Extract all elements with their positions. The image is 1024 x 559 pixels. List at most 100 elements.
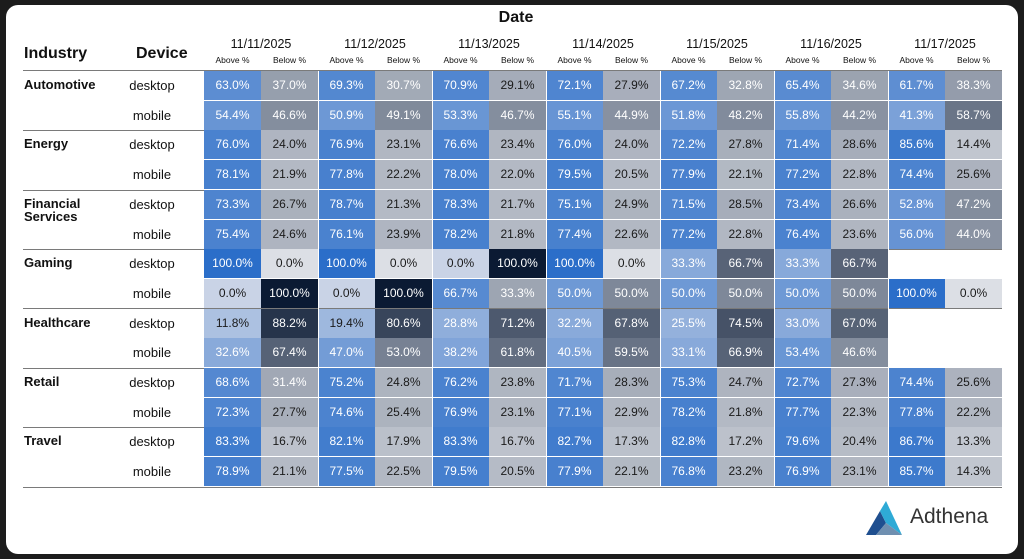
above-pct-cell: 75.3%: [660, 368, 717, 397]
above-pct-cell: 50.0%: [546, 278, 603, 308]
below-pct-cell: 21.3%: [375, 189, 432, 219]
device-label: mobile: [132, 404, 172, 420]
above-pct-cell: 72.2%: [660, 130, 717, 160]
below-pct-cell: 67.4%: [261, 338, 318, 368]
below-pct-cell: 22.8%: [717, 219, 774, 249]
below-pct-cell: 17.3%: [603, 427, 660, 457]
below-pct-cell: 49.1%: [375, 100, 432, 130]
below-pct-cell: 25.6%: [945, 368, 1002, 397]
header-divider: [23, 70, 1002, 71]
below-pct-cell: 24.7%: [717, 368, 774, 397]
above-pct-cell: 74.6%: [318, 397, 375, 427]
below-pct-cell: 27.9%: [603, 71, 660, 100]
above-pct-cell: 28.8%: [432, 308, 489, 338]
below-pct-cell: 66.9%: [717, 338, 774, 368]
below-pct-cell: 27.7%: [261, 397, 318, 427]
below-pct-cell: 50.0%: [831, 278, 888, 308]
below-pct-cell: 25.4%: [375, 397, 432, 427]
below-pct-cell: 22.5%: [375, 457, 432, 487]
above-pct-cell: 38.2%: [432, 338, 489, 368]
above-pct-cell: 75.4%: [204, 219, 261, 249]
below-pct-cell: 22.2%: [945, 397, 1002, 427]
above-pct-cell: 41.3%: [888, 100, 945, 130]
above-pct-cell: 33.1%: [660, 338, 717, 368]
below-pct-cell: 24.9%: [603, 189, 660, 219]
below-pct-cell: 23.2%: [717, 457, 774, 487]
below-pct-cell: 17.9%: [375, 427, 432, 457]
above-pct-cell: 74.4%: [888, 160, 945, 190]
above-pct-cell: 77.2%: [774, 160, 831, 190]
below-pct-cell: 46.6%: [831, 338, 888, 368]
above-pct-cell: 83.3%: [432, 427, 489, 457]
above-pct-cell: 70.9%: [432, 71, 489, 100]
below-pct-cell: 20.5%: [603, 160, 660, 190]
below-pct-cell: 22.3%: [831, 397, 888, 427]
below-pct-cell: 53.0%: [375, 338, 432, 368]
date-group-separator: [318, 71, 319, 487]
below-pct-label: Below %: [728, 55, 763, 65]
below-pct-cell: 88.2%: [261, 308, 318, 338]
below-pct-cell: 71.2%: [489, 308, 546, 338]
above-pct-cell: 77.8%: [888, 397, 945, 427]
above-pct-cell: 50.0%: [774, 278, 831, 308]
below-pct-cell: 23.9%: [375, 219, 432, 249]
below-pct-cell: 21.1%: [261, 457, 318, 487]
row-group-divider: [23, 486, 1002, 488]
date-group-separator: [546, 71, 547, 487]
device-label: desktop: [129, 78, 175, 93]
chart-card: Date Industry Device 11/11/2025 Above % Be…: [6, 5, 1018, 554]
device-label: desktop: [129, 137, 175, 153]
below-pct-cell: 67.0%: [831, 308, 888, 338]
above-pct-cell: 78.0%: [432, 160, 489, 190]
date-group-separator: [774, 71, 775, 487]
above-pct-label: Above %: [215, 55, 250, 65]
date-header: Date: [498, 9, 534, 26]
below-pct-label: Below %: [842, 55, 877, 65]
above-pct-cell: 78.1%: [204, 160, 261, 190]
below-pct-cell: 23.4%: [489, 130, 546, 160]
device-label: desktop: [129, 315, 175, 331]
above-pct-cell: 76.2%: [432, 368, 489, 397]
below-pct-cell: 47.2%: [945, 189, 1002, 219]
industry-label: Automotive: [24, 77, 96, 92]
above-pct-cell: 73.3%: [204, 189, 261, 219]
above-pct-cell: 72.1%: [546, 71, 603, 100]
above-pct-cell: 82.7%: [546, 427, 603, 457]
above-pct-label: Above %: [329, 55, 364, 65]
above-pct-cell: 76.1%: [318, 219, 375, 249]
above-pct-label: Above %: [443, 55, 478, 65]
below-pct-cell: 13.3%: [945, 427, 1002, 457]
date-group-separator: [432, 71, 433, 487]
above-pct-cell: 77.9%: [546, 457, 603, 487]
below-pct-cell: 23.1%: [831, 457, 888, 487]
above-pct-cell: 40.5%: [546, 338, 603, 368]
above-pct-cell: 33.0%: [774, 308, 831, 338]
above-pct-cell: 52.8%: [888, 189, 945, 219]
above-pct-cell: 78.3%: [432, 189, 489, 219]
below-pct-cell: 24.0%: [603, 130, 660, 160]
below-pct-cell: 48.2%: [717, 100, 774, 130]
below-pct-cell: 0.0%: [603, 249, 660, 279]
device-column-header: Device: [136, 45, 188, 62]
above-pct-cell: 100.0%: [888, 278, 945, 308]
above-pct-cell: 100.0%: [546, 249, 603, 279]
below-pct-cell: 80.6%: [375, 308, 432, 338]
device-label: mobile: [132, 464, 172, 480]
above-pct-cell: 0.0%: [204, 278, 261, 308]
brand-name: Adthena: [910, 505, 989, 528]
above-pct-cell: 71.4%: [774, 130, 831, 160]
below-pct-cell: 22.2%: [375, 160, 432, 190]
date-label: 11/13/2025: [458, 37, 520, 51]
above-pct-cell: 68.6%: [204, 368, 261, 397]
above-pct-cell: 86.7%: [888, 427, 945, 457]
below-pct-cell: 100.0%: [261, 278, 318, 308]
above-pct-cell: 76.0%: [546, 130, 603, 160]
below-pct-cell: 16.7%: [489, 427, 546, 457]
date-group-separator: [660, 71, 661, 487]
above-pct-cell: 72.7%: [774, 368, 831, 397]
logo-shape-light: [880, 501, 902, 535]
below-pct-cell: 44.2%: [831, 100, 888, 130]
above-pct-cell: 56.0%: [888, 219, 945, 249]
device-label: mobile: [132, 167, 172, 183]
below-pct-label: Below %: [386, 55, 421, 65]
